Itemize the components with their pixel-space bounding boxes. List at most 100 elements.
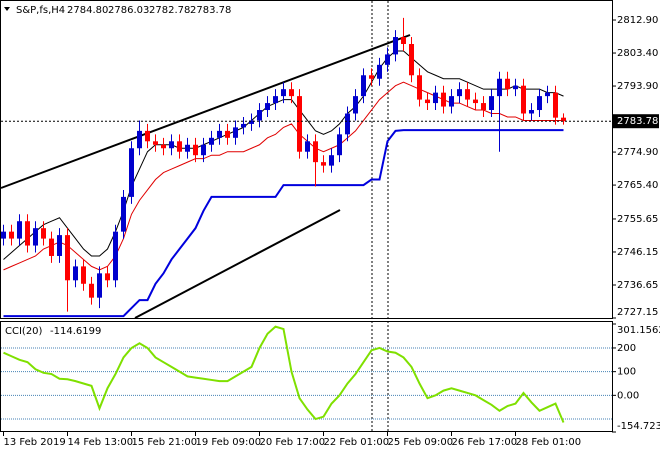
indicator-line	[3, 129, 564, 318]
y-tick-label: 2736.65	[617, 280, 658, 291]
candle-body	[185, 144, 190, 152]
current-price-box	[613, 114, 659, 129]
cci-title: CCI(20)	[5, 326, 43, 337]
candle-body	[33, 228, 38, 246]
candle-body	[529, 110, 534, 114]
candle-body	[73, 266, 78, 281]
candle-body	[209, 137, 214, 145]
cci-line	[3, 325, 565, 423]
y-tick-label: 2793.90	[617, 81, 658, 92]
candle-body	[41, 228, 46, 239]
y-tick-label: 2755.65	[617, 214, 658, 225]
candle-body	[425, 99, 430, 104]
candle-body	[473, 99, 478, 104]
ohlc-close: 2783.78	[190, 5, 231, 16]
indicator-line	[3, 81, 564, 271]
x-tick-label: 13 Feb 2019	[4, 437, 66, 448]
candle-body	[441, 92, 446, 107]
y-tick-label: 2765.40	[617, 180, 658, 191]
current-price-label: 2783.78	[617, 116, 658, 127]
candle-body	[361, 75, 366, 97]
candle-body	[113, 231, 118, 281]
candle-body	[1, 231, 6, 239]
candle-body	[145, 130, 150, 142]
x-tick-label: 22 Feb 01:00	[324, 437, 390, 448]
candle-body	[65, 235, 70, 281]
candle-body	[217, 130, 222, 138]
candle-body	[521, 85, 526, 114]
candle-body	[153, 141, 158, 145]
candle-body	[273, 96, 278, 104]
y-tick-label: 200	[617, 343, 636, 354]
candle-body	[265, 103, 270, 111]
price-panel-frame	[0, 0, 613, 319]
x-tick-label: 20 Feb 17:00	[260, 437, 326, 448]
candle-body	[537, 96, 542, 111]
candle-body	[225, 130, 230, 138]
y-tick-label: 2803.40	[617, 48, 658, 59]
candle-body	[497, 78, 502, 97]
candle-body	[129, 148, 134, 197]
candle-body	[409, 43, 414, 76]
trend-line	[134, 209, 341, 319]
symbol-title: S&P,fs,H4	[16, 5, 65, 16]
y-tick-label: 0.00	[617, 390, 639, 401]
x-tick-label: 25 Feb 09:00	[388, 437, 454, 448]
candle-body	[49, 238, 54, 256]
candle-body	[281, 89, 286, 97]
candle-body	[105, 273, 110, 281]
candle-body	[449, 96, 454, 107]
y-tick-label: 2746.15	[617, 247, 658, 258]
marks	[1, 17, 612, 423]
candle-body	[297, 96, 302, 152]
candle-body	[545, 92, 550, 97]
candle-body	[481, 103, 486, 111]
candle-body	[161, 144, 166, 149]
candle-body	[385, 54, 390, 65]
candle-body	[233, 127, 238, 138]
candle-body	[169, 141, 174, 149]
ohlc-low: 2782.78	[149, 5, 190, 16]
candle-body	[329, 155, 334, 166]
y-tick-label: 2774.90	[617, 147, 658, 158]
candle-body	[89, 283, 94, 298]
cci-panel-frame	[0, 321, 613, 432]
candle-body	[257, 110, 262, 121]
candle-body	[377, 64, 382, 79]
candle-body	[177, 141, 182, 152]
candle-body	[433, 92, 438, 104]
candle-body	[513, 85, 518, 90]
candle-body	[305, 141, 310, 152]
candle-body	[401, 37, 406, 44]
ohlc-high: 2786.03	[108, 5, 149, 16]
y-tick-label: 2812.90	[617, 15, 658, 26]
y-tick-label: -154.7236	[617, 421, 660, 432]
candle-body	[393, 37, 398, 55]
candle-body	[241, 123, 246, 128]
candle-body	[553, 92, 558, 118]
candle-body	[337, 134, 342, 156]
candle-body	[321, 162, 326, 166]
candle-body	[489, 96, 494, 111]
candle-body	[57, 235, 62, 256]
y-tick-label: 2727.15	[617, 307, 658, 318]
x-tick-label: 28 Feb 01:00	[516, 437, 582, 448]
candle-body	[417, 75, 422, 100]
x-tick-label: 14 Feb 13:00	[68, 437, 134, 448]
candle-body	[9, 231, 14, 239]
trend-line	[0, 34, 411, 189]
ohlc-open: 2784.80	[67, 5, 108, 16]
candle-body	[201, 144, 206, 156]
y-tick-label: 100	[617, 367, 636, 378]
x-tick-label: 19 Feb 09:00	[196, 437, 262, 448]
candle-body	[249, 120, 254, 124]
candle-body	[369, 75, 374, 79]
candle-body	[457, 89, 462, 97]
candle-body	[193, 144, 198, 156]
x-tick-label: 15 Feb 21:00	[132, 437, 198, 448]
candle-body	[17, 221, 22, 239]
candle-body	[465, 89, 470, 100]
candle-body	[137, 130, 142, 149]
candle-body	[97, 273, 102, 298]
